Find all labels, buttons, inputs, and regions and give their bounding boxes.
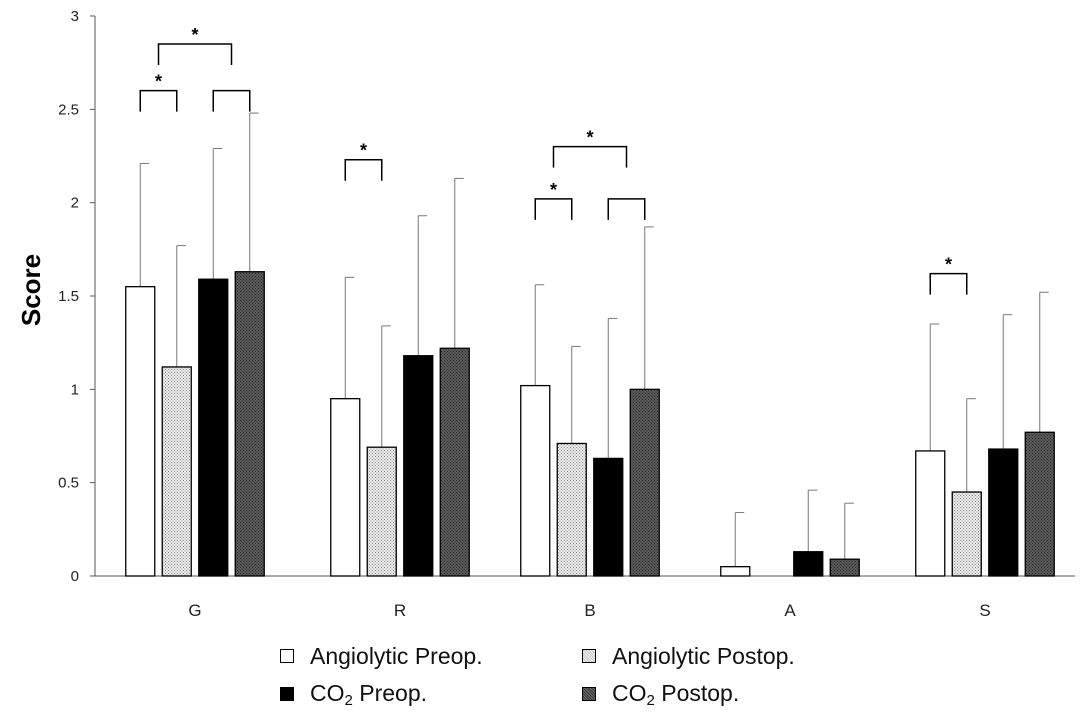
- bar: [951, 491, 982, 577]
- bar: [520, 384, 551, 577]
- x-tick-label: R: [394, 601, 406, 620]
- bar: [1024, 431, 1055, 577]
- bar: [988, 448, 1019, 577]
- significance-bracket: [534, 198, 573, 220]
- legend-swatch: [280, 687, 294, 701]
- bar: [439, 347, 470, 577]
- legend: Angiolytic Preop. Angiolytic Postop. CO2…: [280, 636, 900, 712]
- legend-label: CO2 Postop.: [612, 679, 740, 709]
- legend-swatch: [582, 687, 596, 701]
- bar: [403, 355, 434, 577]
- y-tick-label: 1: [71, 381, 79, 398]
- bar: [366, 446, 397, 577]
- y-axis-label: Score: [16, 254, 46, 326]
- significance-star: *: [155, 72, 162, 92]
- significance-bracket: [552, 145, 628, 168]
- significance-star: *: [191, 25, 198, 45]
- significance-bracket: [607, 198, 646, 220]
- bar: [829, 558, 860, 577]
- x-tick-label: S: [979, 601, 990, 620]
- significance-bracket: [139, 89, 178, 112]
- y-tick-label: 0.5: [58, 475, 79, 492]
- y-tick-label: 3: [71, 8, 79, 25]
- bar: [125, 286, 156, 577]
- bar: [198, 278, 229, 577]
- bar: [330, 398, 361, 577]
- bar: [161, 366, 192, 577]
- significance-bracket: [929, 272, 968, 295]
- legend-item-co2-postop: CO2 Postop.: [582, 676, 739, 712]
- significance-star: *: [945, 255, 952, 275]
- y-tick-label: 0: [71, 568, 79, 585]
- bar: [234, 271, 265, 577]
- legend-label: CO2 Preop.: [310, 679, 427, 709]
- significance-bracket: [212, 89, 251, 112]
- legend-swatch: [582, 649, 596, 663]
- legend-item-co2-preop: CO2 Preop.: [280, 676, 427, 712]
- legend-item-angiolytic-postop: Angiolytic Postop.: [582, 638, 795, 674]
- legend-item-angiolytic-preop: Angiolytic Preop.: [280, 638, 483, 674]
- bar: [793, 551, 824, 577]
- significance-bracket: [157, 43, 233, 65]
- x-tick-label: G: [188, 601, 201, 620]
- significance-star: *: [586, 128, 593, 148]
- y-tick-label: 1.5: [58, 288, 79, 305]
- bar: [720, 566, 751, 577]
- bar: [629, 388, 660, 577]
- legend-swatch: [280, 649, 294, 663]
- x-tick-label: A: [784, 601, 796, 620]
- significance-star: *: [550, 180, 557, 200]
- bar: [593, 457, 624, 577]
- significance-bracket: [344, 158, 383, 181]
- legend-label: Angiolytic Postop.: [612, 642, 795, 669]
- y-tick-label: 2: [71, 195, 79, 212]
- x-tick-label: B: [584, 601, 595, 620]
- bar: [556, 442, 587, 577]
- bar: [915, 450, 946, 577]
- significance-star: *: [360, 141, 367, 161]
- legend-label: Angiolytic Preop.: [310, 642, 483, 669]
- y-tick-label: 2.5: [58, 101, 79, 118]
